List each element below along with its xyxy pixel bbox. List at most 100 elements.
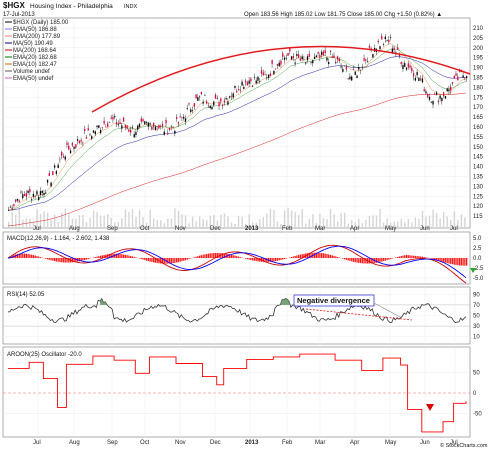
macd-histogram-bar	[308, 252, 310, 258]
volume-bar	[128, 211, 130, 228]
candle-body	[138, 123, 141, 127]
macd-histogram-bar	[356, 258, 358, 263]
volume-bar	[333, 214, 335, 228]
candle-body	[34, 196, 36, 197]
macd-histogram-bar	[161, 258, 164, 264]
candle-body	[147, 122, 149, 127]
candle-body	[66, 142, 68, 145]
macd-histogram-bar	[388, 258, 390, 260]
candle-body	[59, 159, 61, 161]
macd-histogram-bar	[370, 258, 372, 264]
volume-bar	[64, 208, 66, 228]
macd-tick-label: 0.0	[473, 256, 482, 262]
volume-bar	[184, 215, 187, 228]
candle-body	[30, 198, 33, 200]
candle-body	[39, 191, 42, 196]
macd-histogram-bar	[269, 258, 272, 262]
volume-bar	[322, 218, 325, 228]
volume-bar	[255, 222, 257, 228]
macd-histogram-bar	[257, 258, 259, 262]
candle-body	[262, 72, 264, 76]
volume-bar	[290, 210, 293, 228]
candle-body	[329, 50, 332, 52]
macd-histogram-bar	[34, 255, 36, 258]
macd-histogram-bar	[290, 256, 293, 258]
candle-body	[167, 133, 169, 135]
candle-body	[416, 72, 418, 76]
volume-bar	[414, 217, 417, 228]
macd-histogram-bar	[273, 258, 275, 262]
macd-histogram-bar	[405, 254, 408, 258]
volume-bar	[262, 217, 265, 228]
candle-body	[154, 126, 157, 131]
macd-histogram-bar	[271, 258, 273, 262]
candle-body	[253, 77, 256, 78]
macd-histogram-bar	[322, 253, 325, 258]
candle-body	[428, 97, 431, 100]
candle-body	[52, 171, 54, 176]
candle-body	[124, 125, 127, 128]
candle-body	[266, 77, 268, 79]
candle-body	[306, 56, 309, 61]
candle-body	[260, 70, 263, 74]
volume-bar	[206, 220, 208, 228]
macd-histogram-bar	[107, 254, 109, 258]
candle-body	[128, 129, 130, 132]
candle-body	[444, 96, 447, 99]
macd-line	[7, 244, 467, 284]
candle-body	[275, 68, 277, 70]
candle-body	[204, 95, 206, 96]
moving-average-line	[7, 42, 467, 211]
macd-histogram-bar	[16, 253, 19, 258]
candle-body	[221, 104, 224, 106]
macd-histogram-bar	[319, 252, 321, 258]
volume-bar	[283, 210, 286, 228]
macd-histogram-bar	[175, 258, 178, 263]
macd-histogram-bar	[423, 257, 425, 258]
candle-body	[229, 96, 231, 98]
volume-bar	[11, 212, 13, 228]
macd-histogram-bar	[283, 258, 286, 260]
candle-body	[64, 156, 66, 160]
macd-histogram-bar	[202, 254, 204, 258]
x-tick-label: Jul	[33, 226, 41, 232]
volume-bar	[248, 214, 250, 228]
volume-bar	[29, 218, 31, 228]
candle-body	[388, 39, 390, 43]
macd-histogram-bar	[156, 258, 158, 264]
volume-bar	[404, 222, 406, 228]
candle-body	[191, 110, 194, 111]
legend-label: EMA(50) undef	[13, 76, 54, 82]
macd-histogram-bar	[448, 258, 450, 264]
price-tick-label: 135	[473, 174, 484, 180]
candle-body	[181, 117, 183, 118]
x-tick-label: Mar	[315, 440, 325, 446]
candle-body	[137, 125, 139, 130]
candle-body	[84, 129, 86, 132]
macd-histogram-bar	[292, 256, 295, 258]
candle-body	[92, 130, 95, 133]
candle-body	[310, 61, 312, 63]
price-tick-label: 190	[473, 66, 484, 72]
macd-histogram-bar	[458, 258, 461, 266]
volume-bar	[397, 221, 399, 228]
candle-body	[287, 52, 289, 56]
volume-bar	[99, 215, 102, 228]
candle-body	[427, 93, 429, 98]
volume-bar	[319, 213, 321, 228]
candle-body	[236, 91, 238, 93]
legend-label: MA(50) 190.49	[13, 41, 53, 47]
volume-bar	[244, 223, 247, 228]
volume-bar	[96, 212, 98, 228]
candle-body	[319, 55, 321, 58]
candle-body	[239, 89, 241, 91]
volume-bar	[329, 208, 332, 228]
volume-bar	[287, 208, 289, 228]
volume-bar	[177, 210, 180, 228]
candle-body	[20, 191, 22, 193]
macd-histogram-bar	[232, 255, 234, 258]
macd-histogram-bar	[153, 258, 155, 263]
volume-bar	[439, 218, 441, 228]
candle-body	[11, 207, 13, 210]
